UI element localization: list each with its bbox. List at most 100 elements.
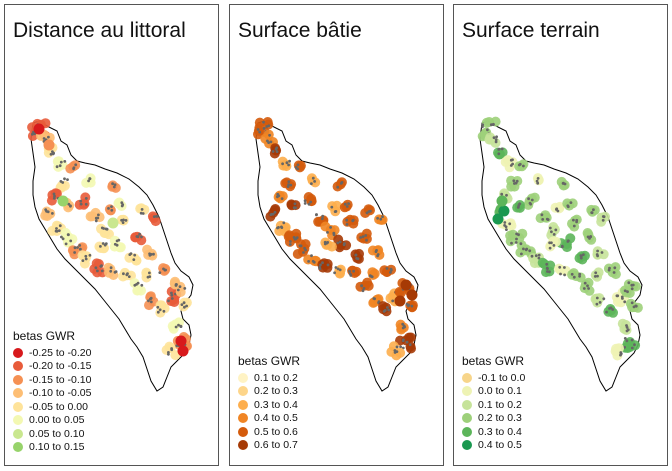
beta-buffer (145, 292, 156, 303)
legend-item: 0.3 to 0.4 (462, 425, 525, 439)
legend-label: 0.5 to 0.6 (254, 425, 298, 438)
sale-point (321, 261, 324, 265)
beta-buffer (141, 272, 152, 283)
sale-point (359, 236, 363, 239)
sale-point (84, 254, 88, 258)
sale-point (46, 210, 50, 214)
sale-point (360, 284, 363, 287)
sale-point (364, 234, 368, 237)
sale-point (379, 217, 383, 221)
sale-point (598, 301, 602, 304)
sale-point (185, 304, 189, 308)
beta-buffer (85, 211, 96, 222)
legend-label: 0.1 to 0.2 (254, 371, 298, 384)
sale-point (368, 274, 372, 278)
legend-item: 0.1 to 0.2 (238, 371, 300, 385)
legend-swatch (13, 374, 23, 385)
beta-buffer (321, 239, 332, 250)
sale-point (285, 161, 289, 165)
sale-point (333, 271, 336, 275)
sale-point (73, 251, 76, 254)
sale-point (103, 243, 107, 247)
sale-point (94, 266, 98, 270)
beta-buffer (386, 346, 397, 357)
legend-label: -0.05 to 0.00 (29, 400, 88, 413)
legend: betas GWR 0.1 to 0.2 0.2 to 0.3 0.3 to 0.4… (238, 354, 300, 452)
sale-point (602, 215, 606, 219)
sale-point (595, 302, 599, 306)
legend-item: -0.20 to -0.15 (13, 360, 91, 374)
sale-point (630, 301, 634, 305)
sale-point (147, 299, 150, 303)
sale-point (280, 197, 284, 201)
legend-swatch (238, 413, 248, 424)
sale-point (343, 242, 346, 245)
sale-point (304, 248, 307, 252)
sale-point (179, 325, 183, 328)
sale-point (176, 288, 180, 292)
sale-point (334, 266, 338, 269)
sale-point (115, 239, 119, 243)
beta-buffer (135, 203, 146, 214)
legend: betas GWR -0.1 to 0.0 0.0 to 0.1 0.1 to 0.… (462, 354, 525, 452)
sale-point (596, 274, 599, 278)
sale-point (586, 284, 589, 288)
sale-point (288, 159, 291, 163)
sale-point (140, 208, 144, 211)
sale-point (492, 136, 496, 140)
beta-buffer (368, 297, 379, 308)
legend-label: -0.15 to -0.10 (29, 373, 92, 386)
sale-point (51, 150, 54, 154)
sale-point (67, 233, 70, 237)
sale-point (575, 218, 579, 222)
sale-point (84, 197, 88, 200)
sale-point (330, 205, 334, 209)
sale-point (365, 211, 369, 215)
sale-point (541, 218, 545, 221)
sale-point (361, 235, 365, 239)
sale-point (486, 128, 489, 132)
sale-point (31, 132, 34, 136)
sale-point (373, 297, 376, 301)
sale-point (267, 141, 270, 145)
sale-point (535, 179, 539, 183)
sale-point (282, 221, 286, 225)
sale-point (405, 340, 409, 344)
sale-point (336, 185, 340, 189)
sale-point (124, 219, 128, 222)
sale-point (613, 266, 617, 270)
legend-label: 0.2 to 0.3 (254, 385, 298, 398)
legend-item: 0.1 to 0.2 (462, 398, 525, 412)
sale-point (500, 192, 504, 196)
beta-buffer (269, 148, 280, 159)
sale-point (59, 180, 63, 183)
sale-point (270, 212, 274, 216)
sale-point (87, 179, 90, 183)
sale-point (623, 289, 627, 293)
beta-buffer (342, 199, 353, 210)
sale-point (287, 180, 291, 184)
sale-point (101, 242, 105, 245)
sale-point (566, 204, 570, 208)
sale-point (356, 257, 360, 261)
sale-point (563, 273, 566, 277)
sale-point (156, 310, 160, 314)
sale-point (605, 310, 608, 314)
sale-point (110, 205, 113, 209)
beta-buffer-accent (394, 295, 406, 307)
sale-point (586, 235, 590, 239)
panel-distance-littoral: Distance au littoral betas GWR -0.25 to … (4, 4, 219, 466)
sale-point (579, 254, 583, 257)
map-distance-littoral (27, 118, 194, 392)
legend-swatch (462, 386, 472, 397)
sale-point (102, 227, 105, 230)
sale-point (497, 152, 501, 156)
legend-swatch (13, 361, 23, 372)
beta-buffer (590, 294, 601, 304)
beta-buffer (517, 228, 528, 239)
beta-buffer (406, 343, 416, 354)
sale-point (548, 246, 552, 250)
sale-point (563, 266, 566, 269)
beta-buffer (505, 230, 516, 241)
sale-point (109, 266, 113, 270)
